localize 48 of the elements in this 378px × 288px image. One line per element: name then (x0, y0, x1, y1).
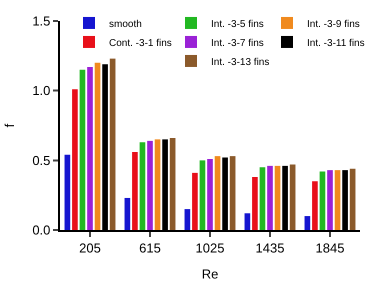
bar (304, 216, 310, 230)
bar (87, 66, 93, 230)
bar (192, 172, 198, 230)
x-tick-label: 1025 (196, 240, 224, 256)
legend-label: smooth (109, 18, 142, 30)
bar (184, 209, 190, 230)
bar (252, 177, 258, 230)
x-tick-label: 1435 (256, 240, 284, 256)
bar (267, 166, 273, 230)
bar (64, 154, 70, 230)
bar (110, 58, 116, 230)
bar (260, 167, 266, 230)
bar (132, 152, 138, 230)
bar (94, 62, 100, 230)
x-tick-label: 1845 (316, 240, 344, 256)
bar (312, 181, 318, 230)
bar (147, 140, 153, 230)
bar (274, 166, 280, 230)
bar (154, 139, 160, 230)
legend-label: Int. -3-11 fins (307, 38, 365, 49)
bar (327, 170, 333, 230)
bar (334, 170, 340, 230)
x-tick-label: 205 (79, 240, 101, 256)
y-tick-label: 1.5 (32, 14, 50, 29)
bar (124, 198, 130, 230)
legend-label: Int. -3-9 fins (307, 18, 360, 30)
x-axis-title: Re (202, 266, 218, 282)
bar (200, 160, 206, 230)
legend-label: Cont. -3-1 fins (109, 38, 172, 49)
y-tick-label: 0.0 (32, 222, 50, 238)
bar (140, 142, 146, 230)
bar (320, 171, 326, 230)
legend-label: Int. -3-5 fins (211, 18, 264, 30)
bar (72, 89, 78, 230)
bar (170, 138, 176, 230)
bar (230, 156, 236, 230)
x-tick-label: 615 (139, 240, 161, 256)
bar (80, 70, 86, 230)
legend-label: Int. -3-13 fins (211, 56, 270, 68)
bar (214, 156, 220, 230)
bar (290, 164, 296, 230)
y-tick-label: 0.5 (32, 152, 50, 168)
y-axis-title: f (2, 123, 17, 128)
legend-label: Int. -3-7 fins (211, 38, 264, 49)
bar (207, 158, 213, 230)
bar (244, 213, 250, 230)
y-tick-label: 1.0 (32, 83, 50, 98)
bar (350, 168, 356, 230)
